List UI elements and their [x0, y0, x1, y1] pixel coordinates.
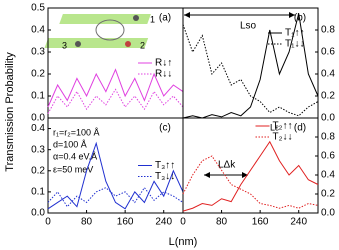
legend-label: T₁↑↑: [285, 28, 304, 39]
y-tick-label: 0.3: [31, 144, 45, 155]
legend-label: T₃↓↓: [155, 171, 175, 182]
lead-bar: [59, 14, 151, 24]
series-line: [182, 155, 319, 209]
x-tick-label: 0: [45, 217, 51, 228]
y-tick-label: 0.2: [321, 189, 335, 200]
panel-label: (d): [294, 123, 306, 134]
parameter: ε=50 meV: [53, 164, 93, 174]
y-tick-label: 0.4: [321, 170, 335, 181]
y-tick-label: 0.4: [31, 123, 45, 134]
device-diagram: [44, 14, 151, 48]
y-tick-label: 0.5: [31, 3, 45, 14]
series-line: [182, 24, 319, 117]
y-tick-label: 0.1: [31, 187, 45, 198]
x-axis-label: L(nm): [169, 236, 198, 248]
x-tick-label: 160: [252, 217, 269, 228]
plot-frame: [182, 117, 319, 214]
y-tick-label: 0.3: [31, 47, 45, 58]
y-tick-label: 0.0: [321, 113, 335, 124]
spin: [125, 41, 131, 47]
y-tick-label: 0.8: [321, 132, 335, 143]
y-tick-label: 0.0: [31, 208, 45, 219]
lead-label: 3: [62, 40, 67, 50]
lead-label: 2: [140, 40, 145, 50]
x-tick-label: 240: [155, 217, 172, 228]
y-tick-label: 0.4: [31, 25, 45, 36]
y-tick-label: 0.0: [31, 113, 45, 124]
x-tick-label: 160: [117, 217, 134, 228]
lead-bar: [44, 38, 149, 48]
annotation: LΔk: [218, 160, 236, 171]
spin: [75, 41, 81, 47]
y-tick-label: 0.8: [321, 25, 335, 36]
annotation: Lε: [270, 122, 279, 132]
legend-label: T₂↑↑: [273, 121, 293, 132]
y-tick-label: 0.2: [31, 165, 45, 176]
parameter: r₁=r₂=100 Å: [53, 127, 100, 137]
series-line: [47, 88, 184, 114]
annotation: Lso: [240, 21, 257, 32]
legend-label: T₂↓↓: [273, 132, 293, 143]
parameter: d=100 Å: [53, 139, 87, 149]
y-tick-label: 0.0: [321, 208, 335, 219]
x-tick-label: 240: [290, 217, 307, 228]
x-tick-label: 0: [180, 217, 186, 228]
y-axis-label: Transmission Probability: [4, 52, 16, 172]
panel-label: (c): [159, 123, 171, 134]
panel-label: (a): [159, 13, 171, 24]
x-tick-label: 80: [81, 217, 93, 228]
series-line: [47, 68, 184, 108]
spin: [133, 15, 139, 21]
legend-label: R↓↓: [155, 69, 172, 80]
y-tick-label: 0.6: [321, 47, 335, 58]
panel-label: (b): [294, 13, 306, 24]
y-tick-label: 0.6: [321, 151, 335, 162]
lead-label: 1: [150, 14, 155, 24]
legend-label: T₃↑↑: [155, 160, 175, 171]
series-line: [182, 140, 319, 212]
y-tick-label: 0.4: [321, 69, 335, 80]
y-tick-label: 0.1: [31, 91, 45, 102]
series-line: [47, 141, 184, 210]
x-tick-label: 80: [216, 217, 228, 228]
legend-label: R↓↑: [155, 58, 172, 69]
ring: [95, 19, 125, 41]
series-line: [182, 13, 319, 119]
legend-label: T₁↓↓: [285, 39, 304, 50]
y-tick-label: 0.2: [31, 69, 45, 80]
parameter: α=0.4 eV.Å: [53, 151, 97, 161]
y-tick-label: 0.2: [321, 91, 335, 102]
series-line: [47, 186, 184, 208]
